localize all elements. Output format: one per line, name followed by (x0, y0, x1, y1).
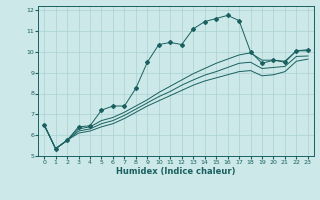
X-axis label: Humidex (Indice chaleur): Humidex (Indice chaleur) (116, 167, 236, 176)
